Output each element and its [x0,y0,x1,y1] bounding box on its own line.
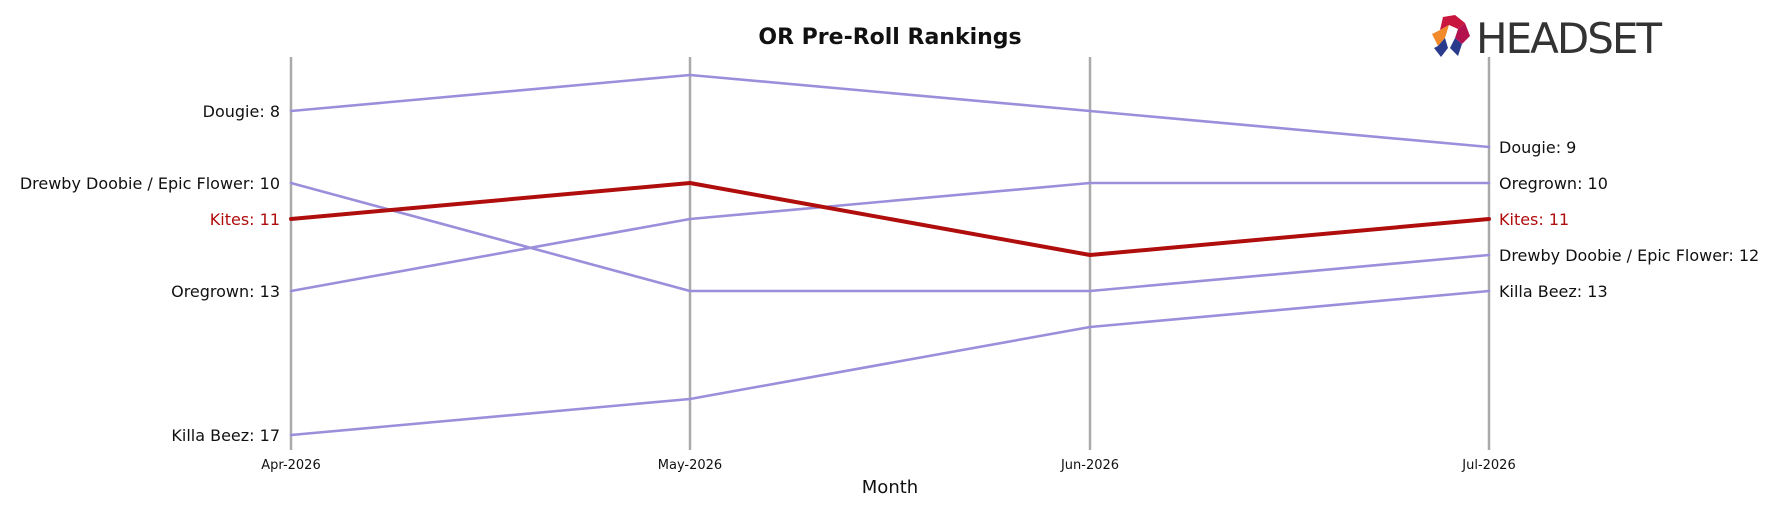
series-line-killa-beez [289,289,1491,437]
logo-segment [1432,25,1449,46]
end-label-kites: Kites: 11 [1499,210,1569,229]
start-label-dougie: Dougie: 8 [203,102,280,121]
start-label-killa-beez: Killa Beez: 17 [171,426,280,445]
series-end-labels: Dougie: 8 Dougie: 9 Drewby Doobie / Epic F… [20,102,1759,445]
end-label-dougie: Dougie: 9 [1499,138,1576,157]
headset-logo-icon [1432,15,1470,57]
x-tick-labels: Apr-2026 May-2026 Jun-2026 Jul-2026 [261,458,1515,473]
x-axis-label: Month [862,477,918,498]
x-tick-label: Apr-2026 [261,458,320,473]
headset-logo: HEADSET [1432,14,1664,63]
series-line-dougie [289,73,1491,149]
logo-wordmark: HEADSET [1476,14,1662,63]
series-line-drewby-doobie-epic-flower [289,181,1491,293]
vertical-gridlines [289,57,1491,450]
series-lines [289,73,1491,437]
logo-segment [1450,38,1462,56]
series-line-kites [289,181,1491,257]
x-tick-label: Jun-2026 [1060,458,1119,473]
series-line-oregrown [289,181,1491,293]
start-label-oregrown: Oregrown: 13 [171,282,280,301]
chart-title: OR Pre-Roll Rankings [758,25,1021,50]
end-label-drewby-doobie-epic-flower: Drewby Doobie / Epic Flower: 12 [1499,246,1759,265]
logo-segment [1434,38,1448,57]
x-tick-label: Jul-2026 [1461,458,1515,473]
start-label-kites: Kites: 11 [210,210,280,229]
end-label-oregrown: Oregrown: 10 [1499,174,1608,193]
end-label-killa-beez: Killa Beez: 13 [1499,282,1608,301]
start-label-drewby-doobie-epic-flower: Drewby Doobie / Epic Flower: 10 [20,174,280,193]
x-tick-label: May-2026 [658,458,722,473]
logo-segment [1440,15,1465,30]
logo-segment [1455,23,1470,44]
